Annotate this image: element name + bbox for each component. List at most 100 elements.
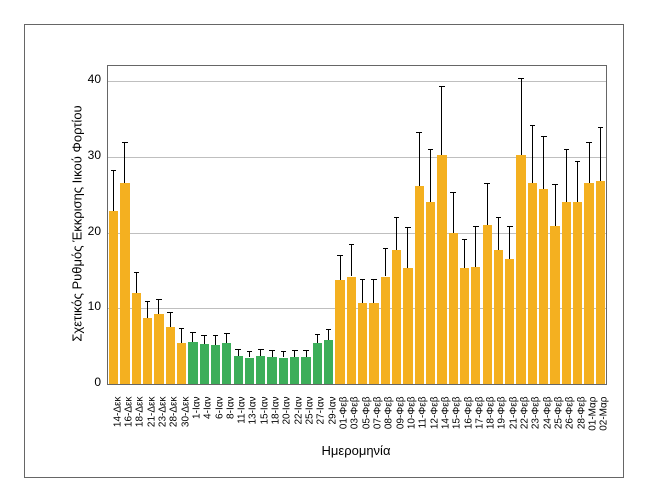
error-bar-cap	[292, 350, 298, 351]
y-tick-label: 40	[71, 72, 101, 86]
x-tick-label: 25-Ιαν	[305, 397, 316, 425]
x-tick-label: 1-Ιαν	[191, 397, 202, 419]
bar	[528, 183, 537, 384]
error-bar	[340, 255, 341, 279]
error-bar-cap	[507, 226, 513, 227]
error-bar	[249, 351, 250, 358]
bar	[550, 226, 559, 384]
error-bar	[351, 244, 352, 277]
x-tick-label: 21-Δεκ	[146, 397, 157, 428]
error-bar	[385, 248, 386, 277]
error-bar	[272, 350, 273, 357]
x-axis-title: Ημερομηνία	[107, 443, 605, 458]
bar	[562, 202, 571, 384]
bar	[245, 358, 254, 385]
x-tick-label: 30-Δεκ	[180, 397, 191, 428]
error-bar	[294, 350, 295, 357]
x-tick-label: 17-Φεβ	[474, 397, 485, 430]
x-tick-label: 29-Ιαν	[327, 397, 338, 425]
x-tick-label: 11-Ιαν	[237, 397, 248, 424]
bar	[483, 225, 492, 384]
error-bar-cap	[111, 170, 117, 171]
error-bar-cap	[598, 127, 604, 128]
bar	[290, 357, 299, 384]
error-bar	[487, 183, 488, 225]
error-bar	[192, 332, 193, 342]
error-bar	[226, 333, 227, 343]
error-bar-cap	[326, 329, 332, 330]
x-tick-label: 20-Ιαν	[282, 397, 293, 425]
error-bar	[283, 351, 284, 358]
error-bar-cap	[383, 248, 389, 249]
y-tick-label: 20	[71, 224, 101, 238]
x-tick-label: 11-Φεβ	[418, 397, 429, 429]
error-bar	[543, 136, 544, 190]
x-tick-label: 09-Φεβ	[395, 397, 406, 430]
error-bar-cap	[213, 335, 219, 336]
error-bar-cap	[518, 78, 524, 79]
bar	[415, 186, 424, 384]
error-bar-cap	[405, 227, 411, 228]
error-bar	[260, 349, 261, 356]
error-bar	[566, 149, 567, 203]
error-bar	[181, 328, 182, 343]
error-bar-cap	[315, 334, 321, 335]
x-tick-label: 14-Δεκ	[112, 397, 123, 428]
x-tick-label: 15-Φεβ	[452, 397, 463, 430]
error-bar	[113, 170, 114, 212]
error-bar	[577, 161, 578, 203]
error-bar-cap	[247, 351, 253, 352]
x-tick-label: 03-Φεβ	[350, 397, 361, 430]
bar	[381, 277, 390, 385]
error-bar	[204, 335, 205, 344]
x-tick-label: 24-Φεβ	[542, 397, 553, 430]
x-tick-label: 22-Φεβ	[520, 397, 531, 430]
error-bar	[170, 312, 171, 327]
error-bar	[475, 226, 476, 268]
x-tick-label: 18-Δεκ	[135, 397, 146, 428]
bar	[120, 183, 129, 384]
bar	[313, 343, 322, 384]
error-bar	[158, 299, 159, 314]
error-bar-cap	[269, 350, 275, 351]
x-tick-label: 07-Φεβ	[372, 397, 383, 430]
y-tick-label: 0	[71, 375, 101, 389]
bar	[222, 343, 231, 384]
error-bar-cap	[541, 136, 547, 137]
error-bar	[521, 78, 522, 155]
error-bar	[124, 142, 125, 184]
error-bar	[362, 279, 363, 303]
x-tick-label: 10-Φεβ	[406, 397, 417, 430]
error-bar	[396, 217, 397, 250]
error-bar	[306, 350, 307, 357]
bar	[358, 303, 367, 384]
bar	[132, 293, 141, 384]
bar	[505, 259, 514, 384]
bar	[392, 250, 401, 384]
x-tick-label: 25-Φεβ	[554, 397, 565, 430]
error-bar	[328, 329, 329, 340]
x-tick-label: 01-Μαρ	[588, 397, 599, 431]
x-tick-label: 18-Φεβ	[486, 397, 497, 430]
error-bar	[453, 192, 454, 234]
error-bar-cap	[462, 239, 468, 240]
error-bar-cap	[496, 217, 502, 218]
error-bar	[419, 132, 420, 186]
error-bar-cap	[564, 149, 570, 150]
error-bar-cap	[281, 351, 287, 352]
error-bar-cap	[145, 301, 151, 302]
x-tick-label: 26-Φεβ	[565, 397, 576, 430]
x-tick-label: 23-Φεβ	[531, 397, 542, 430]
error-bar-cap	[484, 183, 490, 184]
x-tick-label: 6-Ιαν	[214, 397, 225, 419]
bar	[584, 183, 593, 384]
error-bar-cap	[552, 184, 558, 185]
bar	[279, 358, 288, 385]
bar	[166, 327, 175, 384]
x-tick-label: 01-Φεβ	[339, 397, 350, 430]
bar	[437, 155, 446, 384]
bar	[177, 343, 186, 384]
error-bar	[498, 217, 499, 250]
error-bar	[589, 142, 590, 184]
bar	[188, 342, 197, 384]
